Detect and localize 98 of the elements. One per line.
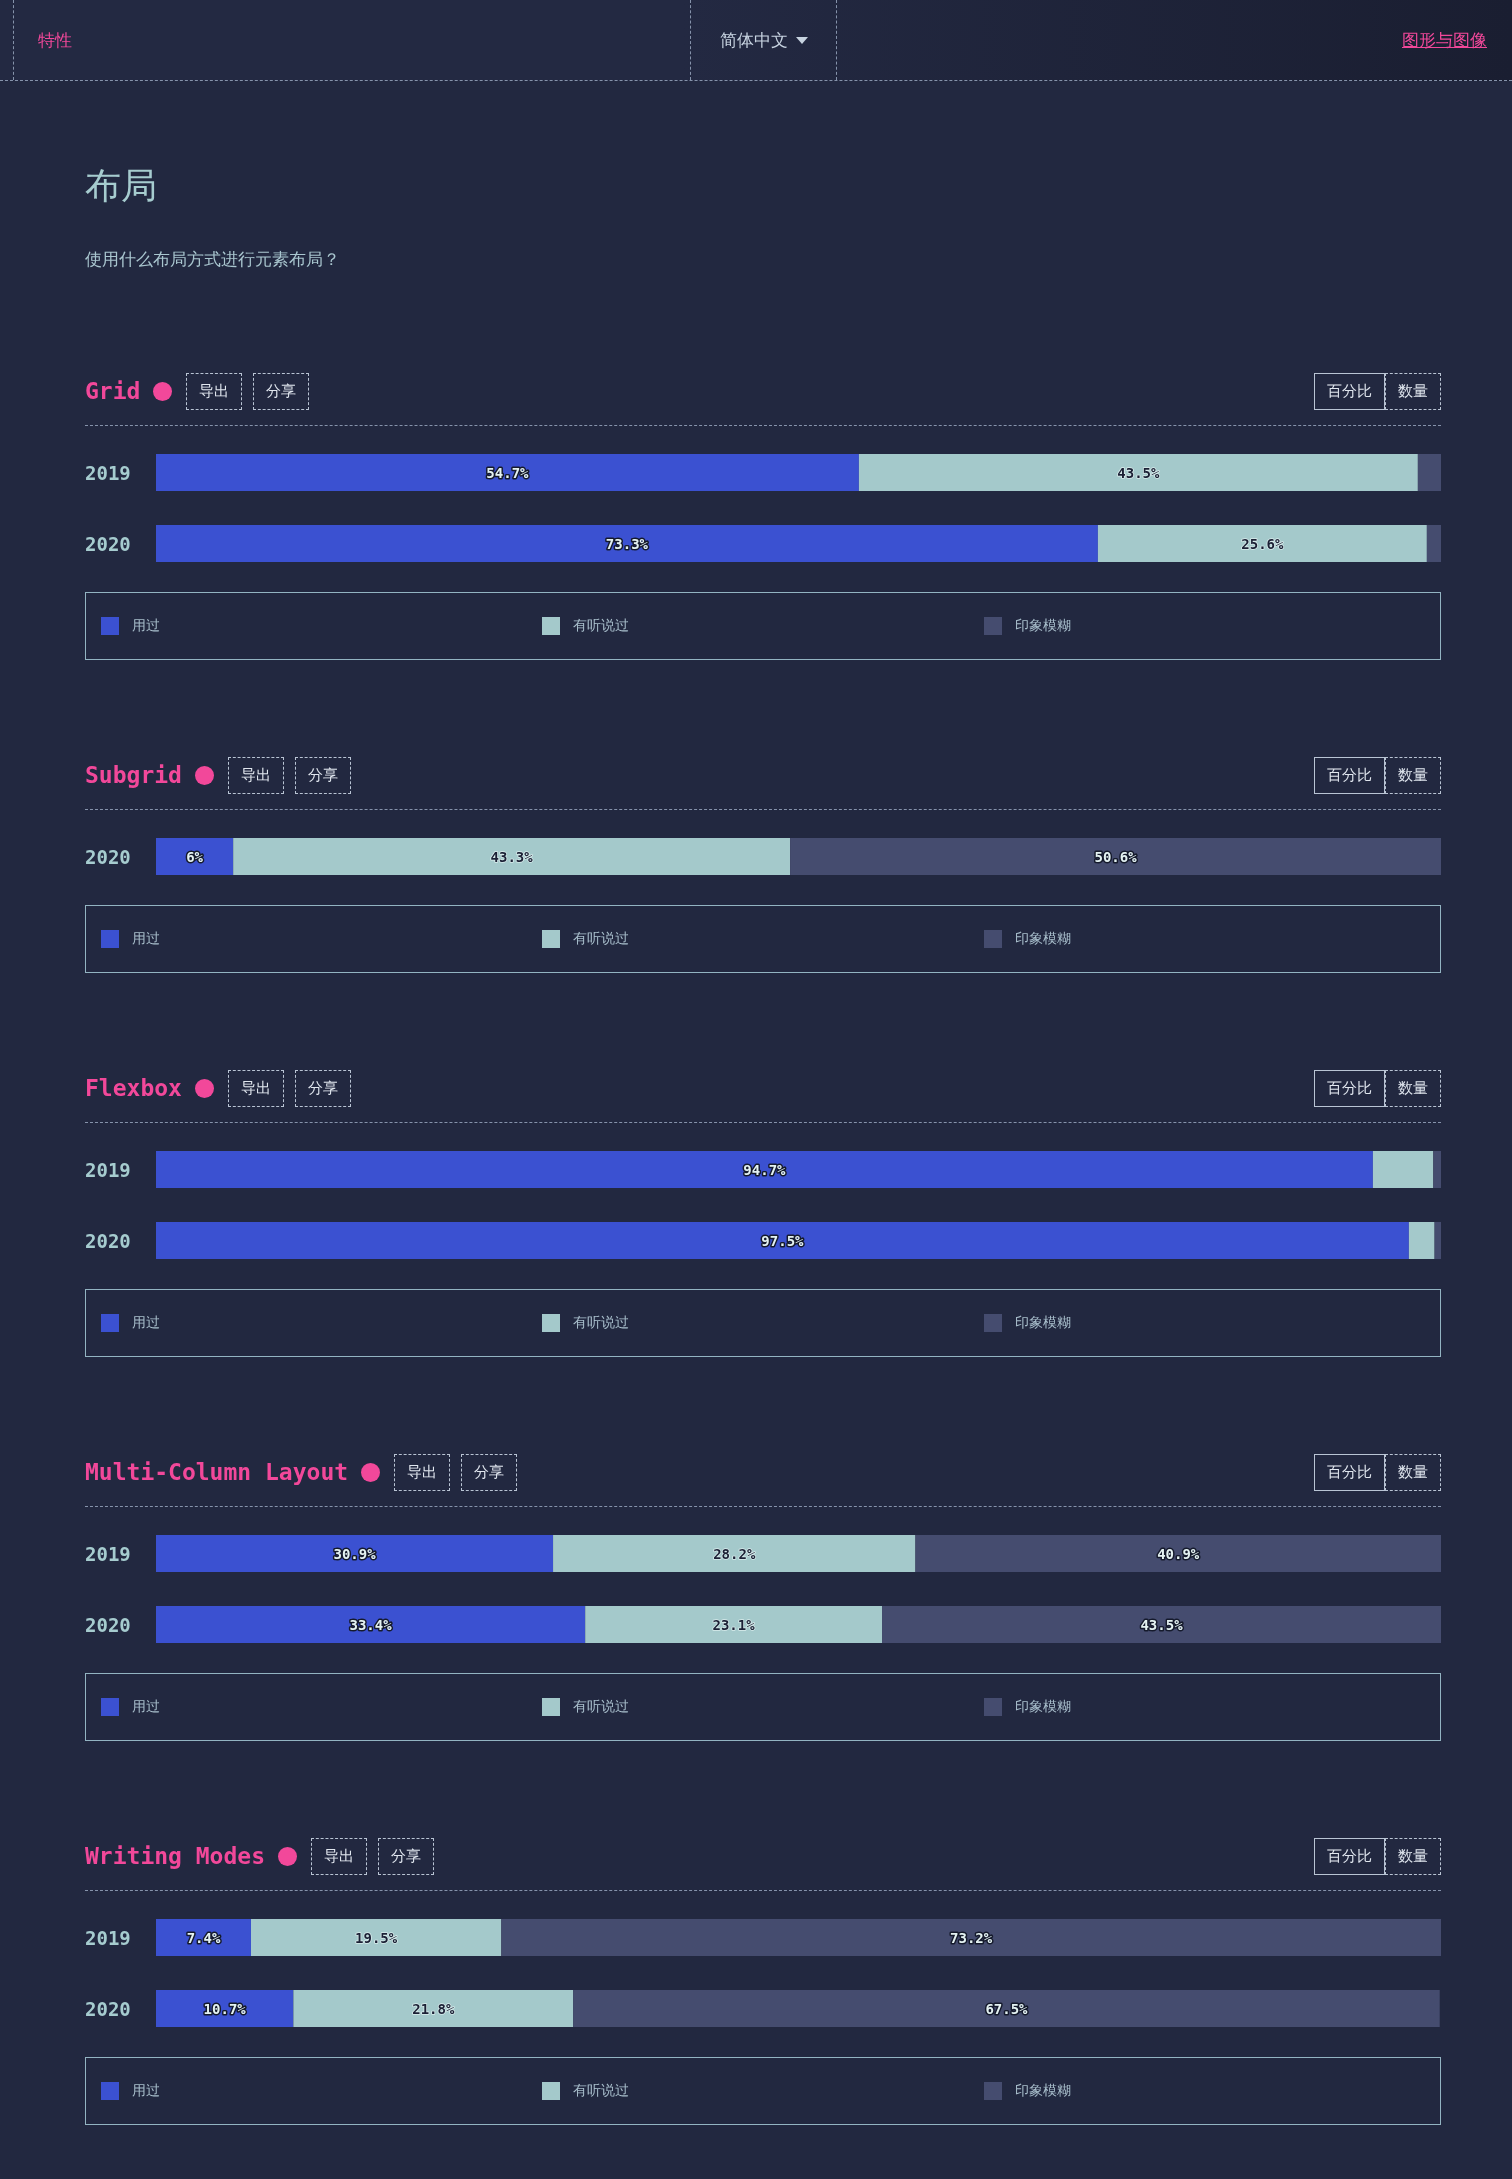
text: 百分比 bbox=[1314, 756, 1385, 794]
text: 导出 bbox=[186, 372, 243, 410]
data-label: 40.9% bbox=[1157, 1545, 1200, 1562]
y-tick-label: 2019 bbox=[85, 461, 131, 484]
bar bbox=[293, 1990, 574, 2027]
bar bbox=[501, 1919, 1441, 1956]
y-tick-label: 2020 bbox=[85, 1997, 131, 2020]
text: 使用什么布局方式进行元素布局？ bbox=[85, 248, 341, 271]
data-label: 67.5% bbox=[985, 2000, 1029, 2017]
bar bbox=[1434, 1222, 1441, 1259]
y-tick-label: 2020 bbox=[85, 1613, 131, 1636]
data-label: 54.7% bbox=[486, 464, 530, 481]
text: 数量 bbox=[1385, 756, 1441, 794]
data-label: 97.5% bbox=[761, 1232, 805, 1249]
y-tick-label: 2020 bbox=[85, 532, 131, 555]
bar bbox=[156, 525, 1098, 562]
chart-title: Grid bbox=[85, 378, 141, 404]
bar bbox=[585, 1606, 883, 1643]
data-label: 6% bbox=[186, 848, 204, 865]
chart-title: Flexbox bbox=[85, 1075, 182, 1101]
bar bbox=[1408, 1222, 1435, 1259]
text: 百分比 bbox=[1314, 1837, 1385, 1875]
chart-title: Multi-Column Layout bbox=[85, 1459, 349, 1485]
y-tick-label: 2019 bbox=[85, 1158, 131, 1181]
bar bbox=[251, 1919, 502, 1956]
bar bbox=[882, 1606, 1441, 1643]
y-tick-label: 2020 bbox=[85, 845, 131, 868]
bar bbox=[156, 454, 859, 491]
data-label: 21.8% bbox=[412, 2000, 455, 2017]
bar bbox=[1372, 1151, 1434, 1188]
legend-label: 用过 bbox=[132, 2082, 160, 2100]
bar bbox=[553, 1535, 916, 1572]
text: 分享 bbox=[378, 1837, 435, 1875]
text: 百分比 bbox=[1314, 1453, 1385, 1491]
y-tick-label: 2019 bbox=[85, 1542, 131, 1565]
data-label: 33.4% bbox=[349, 1616, 393, 1633]
data-label: 7.4% bbox=[186, 1929, 221, 1946]
data-label: 43.5% bbox=[1117, 464, 1161, 481]
data-label: 19.5% bbox=[355, 1929, 398, 1946]
text: 百分比 bbox=[1314, 1069, 1385, 1107]
data-label: 23.1% bbox=[712, 1616, 756, 1633]
bar bbox=[858, 454, 1418, 491]
y-tick-label: 2019 bbox=[85, 1926, 131, 1949]
bar bbox=[915, 1535, 1441, 1572]
bar bbox=[1426, 525, 1441, 562]
data-label: 10.7% bbox=[203, 2000, 247, 2017]
legend-label: 印象模糊 bbox=[1014, 617, 1071, 635]
legend-label: 有听说过 bbox=[573, 1314, 630, 1332]
data-label: 43.3% bbox=[490, 848, 534, 865]
text: 导出 bbox=[311, 1837, 368, 1875]
bar bbox=[573, 1990, 1440, 2027]
text: 数量 bbox=[1385, 1837, 1441, 1875]
text: 数量 bbox=[1385, 1453, 1441, 1491]
text: 图形与图像 bbox=[1402, 29, 1487, 52]
legend-label: 用过 bbox=[132, 930, 160, 948]
legend-label: 用过 bbox=[132, 617, 160, 635]
bar bbox=[156, 1222, 1409, 1259]
data-label: 28.2% bbox=[713, 1545, 756, 1562]
bar bbox=[1417, 454, 1441, 491]
text: 导出 bbox=[227, 1069, 284, 1107]
text: 简体中文 bbox=[719, 28, 808, 52]
data-label: 94.7% bbox=[743, 1161, 787, 1178]
text: 数量 bbox=[1385, 372, 1441, 410]
legend-label: 有听说过 bbox=[573, 930, 630, 948]
legend-label: 用过 bbox=[132, 1314, 160, 1332]
legend-label: 印象模糊 bbox=[1014, 2082, 1071, 2100]
chart-title: Subgrid bbox=[85, 762, 182, 788]
bar bbox=[1097, 525, 1427, 562]
text: 分享 bbox=[294, 1069, 351, 1107]
y-tick-label: 2020 bbox=[85, 1229, 131, 1252]
data-label: 73.2% bbox=[950, 1929, 993, 1946]
legend-label: 印象模糊 bbox=[1014, 1698, 1071, 1716]
text: 分享 bbox=[461, 1453, 518, 1491]
text: 布局 bbox=[85, 164, 158, 208]
text: 百分比 bbox=[1314, 372, 1385, 410]
bar bbox=[1433, 1151, 1441, 1188]
bar bbox=[156, 1606, 586, 1643]
text: 分享 bbox=[294, 756, 351, 794]
legend-label: 有听说过 bbox=[573, 1698, 630, 1716]
data-label: 50.6% bbox=[1094, 848, 1138, 865]
data-label: 73.3% bbox=[605, 535, 649, 552]
legend-label: 印象模糊 bbox=[1014, 1314, 1071, 1332]
data-label: 25.6% bbox=[1241, 535, 1285, 552]
bar bbox=[156, 1151, 1373, 1188]
legend-label: 有听说过 bbox=[573, 617, 630, 635]
data-label: 30.9% bbox=[333, 1545, 377, 1562]
bar bbox=[156, 1990, 294, 2027]
bar bbox=[156, 1535, 554, 1572]
chart-title: Writing Modes bbox=[85, 1843, 266, 1869]
legend-label: 有听说过 bbox=[573, 2082, 630, 2100]
text: 数量 bbox=[1385, 1069, 1441, 1107]
text: 导出 bbox=[227, 756, 284, 794]
legend-label: 印象模糊 bbox=[1014, 930, 1071, 948]
legend-label: 用过 bbox=[132, 1698, 160, 1716]
text: 导出 bbox=[394, 1453, 451, 1491]
text: 特性 bbox=[38, 29, 72, 52]
data-label: 43.5% bbox=[1140, 1616, 1184, 1633]
text: 分享 bbox=[253, 372, 310, 410]
